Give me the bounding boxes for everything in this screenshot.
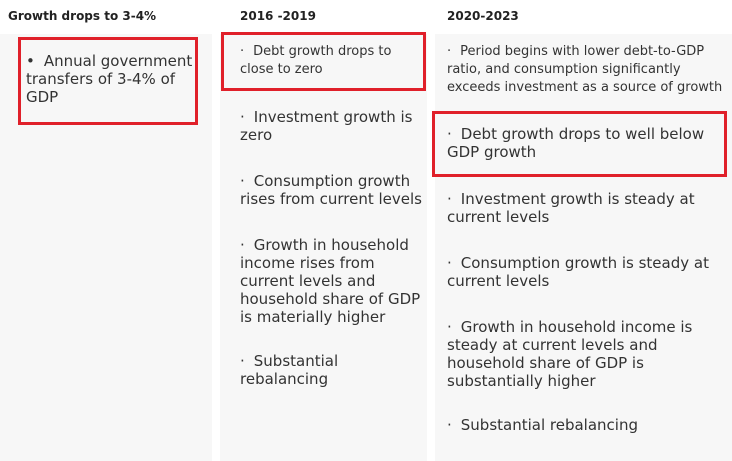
table-body: • Annual government transfers of 3-4% of … (0, 34, 732, 461)
item-text: Investment growth is zero (240, 108, 413, 144)
list-item: · Investment growth is steady at current … (447, 190, 722, 226)
bullet-dot: · (447, 44, 452, 59)
bullet-dot: · (240, 108, 245, 126)
item-text: Investment growth is steady at current l… (447, 190, 695, 226)
header-2020-2023: 2020-2023 (447, 9, 519, 23)
list-item: · Growth in household income rises from c… (240, 236, 430, 326)
item-text: Substantial rebalancing (460, 416, 638, 434)
bullet-dot: · (240, 172, 245, 190)
header-growth-drops: Growth drops to 3-4% (8, 9, 157, 23)
column-2020-2023: · Period begins with lower debt-to-GDP ra… (435, 34, 732, 461)
header-2016-2019: 2016 -2019 (240, 9, 316, 23)
item-text: Debt growth drops to well below GDP grow… (447, 125, 705, 161)
item-text: Annual government transfers of 3-4% of G… (26, 52, 193, 106)
list-item: · Growth in household income is steady at… (447, 318, 722, 390)
list-item: · Consumption growth is steady at current… (447, 254, 722, 290)
list-item: · Substantial rebalancing (447, 416, 722, 434)
item-text: Debt growth drops to close to zero (240, 44, 392, 77)
list-item: • Annual government transfers of 3-4% of … (26, 52, 196, 106)
item-text: Consumption growth rises from current le… (240, 172, 422, 208)
table-header: Growth drops to 3-4% 2016 -2019 2020-202… (0, 0, 732, 34)
item-text: Growth in household income is steady at … (447, 318, 693, 390)
column-growth-drops: • Annual government transfers of 3-4% of … (0, 34, 212, 461)
column-2016-2019: · Debt growth drops to close to zero · Inv… (220, 34, 427, 461)
bullet-dot: · (447, 254, 452, 272)
bullet-dot: · (240, 352, 245, 370)
list-item: · Investment growth is zero (240, 108, 430, 144)
list-item: · Substantial rebalancing (240, 352, 430, 388)
column-divider (427, 34, 435, 461)
bullet-dot: · (240, 44, 245, 59)
list-item: · Debt growth drops to well below GDP gro… (447, 125, 722, 161)
highlight-box-debt-below-gdp (432, 111, 727, 177)
bullet-dot: · (240, 236, 245, 254)
highlight-box-debt-zero (221, 32, 426, 91)
column-divider (212, 34, 220, 461)
bullet-dot: · (447, 125, 452, 143)
bullet-dot: · (447, 190, 452, 208)
bullet-dot: · (447, 318, 452, 336)
item-text: Growth in household income rises from cu… (240, 236, 421, 326)
list-item: · Consumption growth rises from current l… (240, 172, 430, 208)
list-item: · Period begins with lower debt-to-GDP ra… (447, 43, 727, 97)
list-item: · Debt growth drops to close to zero (240, 43, 420, 79)
item-text: Consumption growth is steady at current … (447, 254, 709, 290)
bullet-dot: • (26, 52, 35, 70)
bullet-dot: · (447, 416, 452, 434)
item-text: Period begins with lower debt-to-GDP rat… (447, 44, 723, 95)
highlight-box-transfers (18, 37, 198, 125)
item-text: Substantial rebalancing (240, 352, 339, 388)
